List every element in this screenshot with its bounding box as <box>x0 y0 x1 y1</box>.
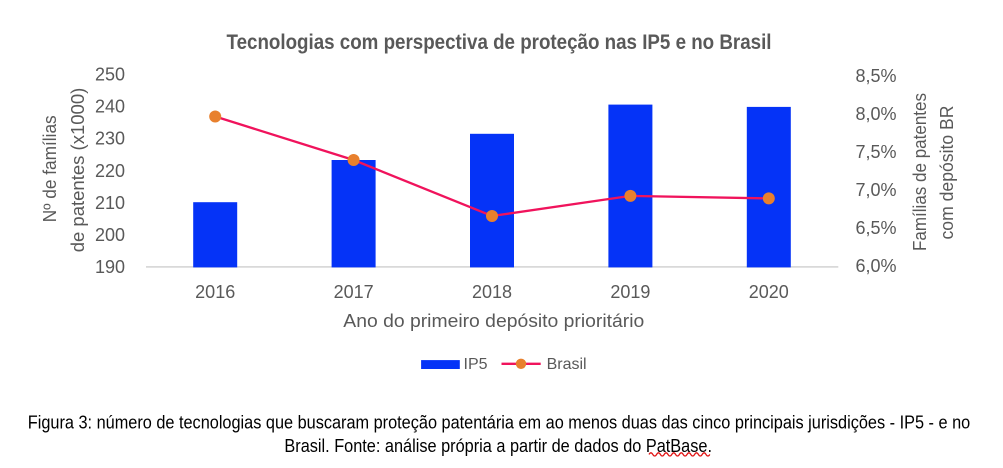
svg-text:2017: 2017 <box>334 282 374 302</box>
svg-text:Brasil. Fonte: análise própria: Brasil. Fonte: análise própria a partir … <box>284 436 712 456</box>
svg-text:240: 240 <box>95 97 125 117</box>
svg-text:7,0%: 7,0% <box>856 180 897 200</box>
svg-text:2019: 2019 <box>610 282 650 302</box>
svg-text:190: 190 <box>95 257 125 277</box>
svg-text:Brasil: Brasil <box>547 356 587 373</box>
svg-text:220: 220 <box>95 161 125 181</box>
svg-text:com depósito BR: com depósito BR <box>937 106 957 240</box>
svg-text:Ano do primeiro depósito prior: Ano do primeiro depósito prioritário <box>343 311 644 331</box>
svg-text:Nº de famílias: Nº de famílias <box>40 115 60 222</box>
svg-text:2016: 2016 <box>195 282 235 302</box>
svg-text:de patentes (x1000): de patentes (x1000) <box>68 88 88 253</box>
svg-text:6,5%: 6,5% <box>856 218 897 238</box>
svg-text:IP5: IP5 <box>464 356 488 373</box>
svg-text:6,0%: 6,0% <box>856 256 897 276</box>
svg-text:230: 230 <box>95 129 125 149</box>
svg-text:Figura 3: número de tecnologia: Figura 3: número de tecnologias que busc… <box>28 412 970 432</box>
svg-text:2020: 2020 <box>749 282 789 302</box>
svg-text:8,0%: 8,0% <box>856 104 897 124</box>
svg-text:2018: 2018 <box>472 282 512 302</box>
svg-text:210: 210 <box>95 193 125 213</box>
svg-text:200: 200 <box>95 225 125 245</box>
svg-text:Tecnologias com perspectiva de: Tecnologias com perspectiva de proteção … <box>227 31 772 54</box>
svg-text:8,5%: 8,5% <box>856 66 897 86</box>
svg-text:Famílias de patentes: Famílias de patentes <box>910 93 930 251</box>
svg-text:7,5%: 7,5% <box>856 142 897 162</box>
svg-text:250: 250 <box>95 65 125 85</box>
